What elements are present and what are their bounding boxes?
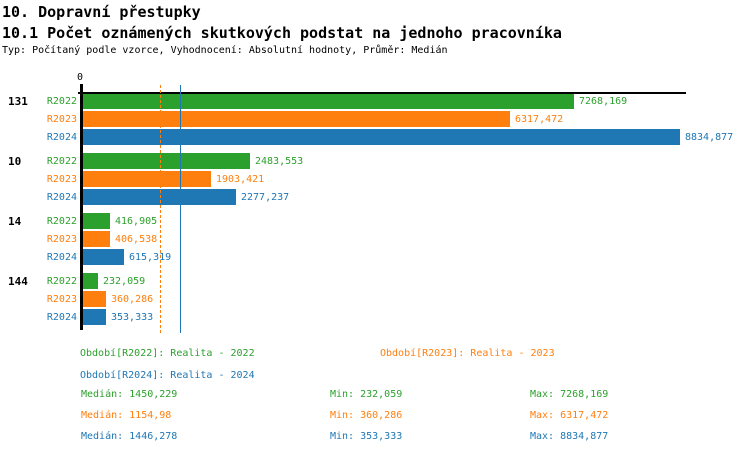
bar — [82, 171, 211, 187]
page-title: 10. Dopravní přestupky — [2, 3, 201, 21]
bar — [82, 93, 574, 109]
category-label: 144 — [8, 275, 28, 288]
bar-value-label: 416,905 — [115, 216, 158, 227]
series-row-label: R2022 — [46, 276, 77, 287]
bar-value-label: 6317,472 — [515, 114, 564, 125]
bar-value-label: 615,319 — [129, 252, 172, 263]
bar — [82, 189, 236, 205]
bar — [82, 231, 110, 247]
bar-value-label: 232,059 — [103, 276, 146, 287]
stat-min-r2024: Min: 353,333 — [330, 431, 403, 442]
series-row-label: R2024 — [46, 192, 77, 203]
bar-value-label: 2277,237 — [241, 192, 290, 203]
median-line-r2024 — [180, 85, 181, 333]
legend-item-r2022: Období[R2022]: Realita - 2022 — [80, 348, 255, 359]
series-row-label: R2024 — [46, 132, 77, 143]
bar-value-label: 360,286 — [111, 294, 154, 305]
series-row-label: R2024 — [46, 312, 77, 323]
axis-origin-label: 0 — [77, 72, 84, 83]
stat-max-r2022: Max: 7268,169 — [530, 389, 609, 400]
chart-meta: Typ: Počítaný podle vzorce, Vyhodnocení:… — [2, 45, 448, 56]
series-row-label: R2022 — [46, 156, 77, 167]
bar — [82, 273, 98, 289]
x-axis-line — [78, 92, 686, 94]
stat-median-r2022: Medián: 1450,229 — [81, 389, 178, 400]
median-line-r2023 — [160, 85, 161, 333]
bar — [82, 309, 106, 325]
bar — [82, 111, 510, 127]
legend-item-r2024: Období[R2024]: Realita - 2024 — [80, 370, 255, 381]
series-row-label: R2024 — [46, 252, 77, 263]
bar — [82, 129, 680, 145]
stat-median-r2024: Medián: 1446,278 — [81, 431, 178, 442]
bar — [82, 153, 250, 169]
bar-value-label: 406,538 — [115, 234, 158, 245]
chart-subtitle: 10.1 Počet oznámených skutkových podstat… — [2, 24, 562, 42]
y-axis-line — [80, 84, 83, 330]
bar — [82, 213, 110, 229]
stat-max-r2023: Max: 6317,472 — [530, 410, 609, 421]
legend-item-r2023: Období[R2023]: Realita - 2023 — [380, 348, 555, 359]
bar-value-label: 2483,553 — [255, 156, 304, 167]
series-row-label: R2022 — [46, 216, 77, 227]
stat-median-r2023: Medián: 1154,98 — [81, 410, 172, 421]
category-label: 14 — [8, 215, 22, 228]
series-row-label: R2023 — [46, 174, 77, 185]
bar-value-label: 7268,169 — [579, 96, 628, 107]
stat-min-r2023: Min: 360,286 — [330, 410, 403, 421]
bar-value-label: 8834,877 — [685, 132, 734, 143]
series-row-label: R2023 — [46, 114, 77, 125]
stat-max-r2024: Max: 8834,877 — [530, 431, 609, 442]
stat-min-r2022: Min: 232,059 — [330, 389, 403, 400]
bar — [82, 249, 124, 265]
bar — [82, 291, 106, 307]
bar-value-label: 353,333 — [111, 312, 154, 323]
category-label: 10 — [8, 155, 22, 168]
series-row-label: R2023 — [46, 294, 77, 305]
category-label: 131 — [8, 95, 28, 108]
series-row-label: R2022 — [46, 96, 77, 107]
series-row-label: R2023 — [46, 234, 77, 245]
bar-value-label: 1903,421 — [216, 174, 265, 185]
